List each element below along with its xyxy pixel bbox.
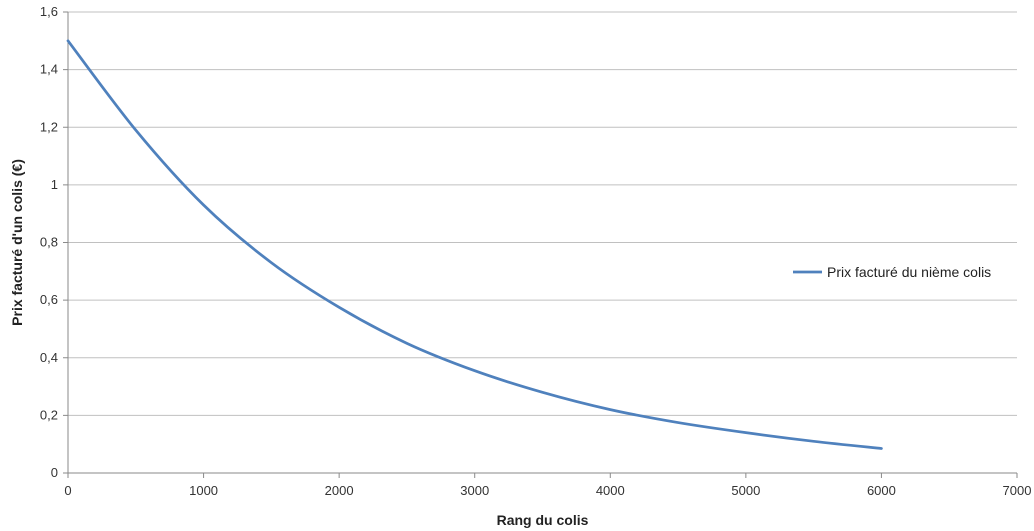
- x-tick-label: 4000: [596, 483, 625, 498]
- y-tick-label: 1,2: [40, 119, 58, 134]
- x-tick-label: 7000: [1003, 483, 1032, 498]
- y-tick-label: 1: [51, 177, 58, 192]
- series-line: [66, 39, 883, 450]
- axes-layer: [63, 11, 1018, 478]
- x-tick-label: 3000: [460, 483, 489, 498]
- x-tick-label: 0: [64, 483, 71, 498]
- y-tick-label: 0,2: [40, 407, 58, 422]
- x-tick-label: 6000: [867, 483, 896, 498]
- series-layer: [66, 39, 883, 450]
- grid-layer: [68, 11, 1017, 416]
- y-tick-label: 0,6: [40, 292, 58, 307]
- legend-label: Prix facturé du nième colis: [827, 264, 991, 280]
- x-axis-title: Rang du colis: [497, 512, 589, 528]
- y-tick-label: 0,8: [40, 235, 58, 250]
- y-tick-label: 1,4: [40, 62, 58, 77]
- labels-layer: 0 0,2 0,4 0,6 0,8 1 1,2 1,4 1,6 0 1000 2000 3000 4000…: [40, 4, 1032, 498]
- y-tick-label: 0,4: [40, 350, 58, 365]
- x-tick-label: 5000: [731, 483, 760, 498]
- legend: Prix facturé du nième colis: [793, 264, 991, 280]
- x-tick-label: 2000: [325, 483, 354, 498]
- y-tick-label: 1,6: [40, 4, 58, 19]
- y-axis-title: Prix facturé d'un colis (€): [9, 159, 25, 326]
- y-tick-label: 0: [51, 465, 58, 480]
- x-tick-label: 1000: [189, 483, 218, 498]
